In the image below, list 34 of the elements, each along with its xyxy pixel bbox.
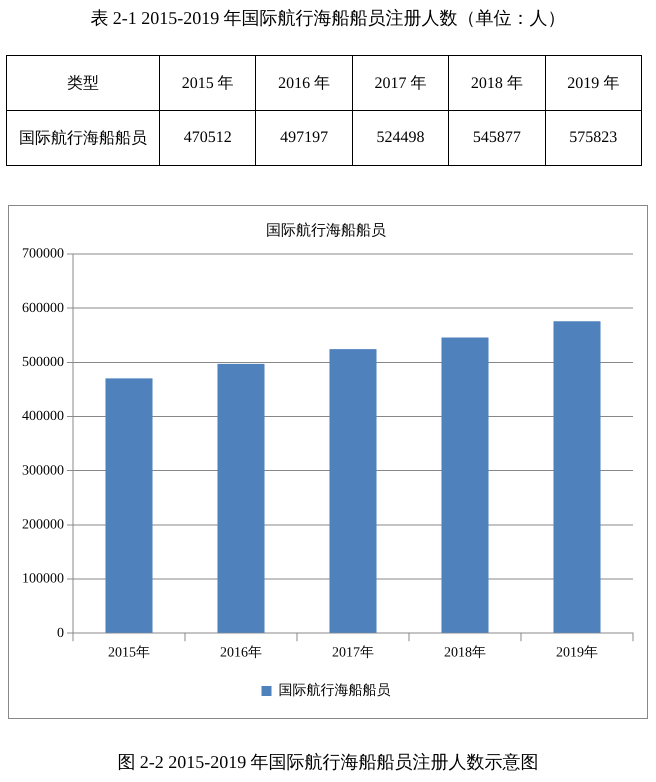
data-label: 497197 xyxy=(256,110,352,166)
chart-title: 表 2-1 2015-2019 年国际航行海船船员注册人数（单位：人） xyxy=(89,7,567,30)
y-tick-label: 100000 xyxy=(22,572,64,587)
y-axis-title: 类型 xyxy=(6,56,160,110)
bar xyxy=(329,349,377,633)
y-tick-label: 600000 xyxy=(22,300,64,316)
x-tick-label: 2016 年 xyxy=(256,56,352,110)
bar xyxy=(105,378,153,633)
x-tick-label: 2018 年 xyxy=(448,56,546,110)
bar xyxy=(553,321,601,633)
x-tick-label: 2016年 xyxy=(220,644,262,660)
chart-title: 国际航行海船船员 xyxy=(266,222,386,239)
x-tick-label: 2015年 xyxy=(108,644,150,660)
data-label: 545877 xyxy=(448,110,546,166)
legend-label: 国际航行海船船员 xyxy=(278,682,390,699)
y-tick-label: 400000 xyxy=(22,409,64,424)
y-tick-label: 国际航行海船船员 xyxy=(6,110,160,166)
x-tick-label: 2018年 xyxy=(444,644,486,660)
x-tick-label: 2019 年 xyxy=(545,56,642,110)
data-label: 470512 xyxy=(160,110,256,166)
y-tick-label: 700000 xyxy=(22,246,64,262)
data-label: 524498 xyxy=(352,110,449,166)
caption: 图 2-2 2015-2019 年国际航行海船船员注册人数示意图 xyxy=(116,751,540,774)
x-tick-label: 2015 年 xyxy=(160,56,256,110)
y-tick-label: 0 xyxy=(57,626,64,641)
data-label: 575823 xyxy=(545,110,642,166)
x-tick-label: 2017年 xyxy=(332,644,374,660)
x-tick-label: 2019年 xyxy=(556,644,598,660)
x-tick-label: 2017 年 xyxy=(352,56,449,110)
bar xyxy=(217,364,265,633)
y-tick-label: 500000 xyxy=(22,355,64,370)
y-tick-label: 200000 xyxy=(22,518,64,533)
y-tick-label: 300000 xyxy=(22,463,64,478)
bar xyxy=(441,337,489,633)
